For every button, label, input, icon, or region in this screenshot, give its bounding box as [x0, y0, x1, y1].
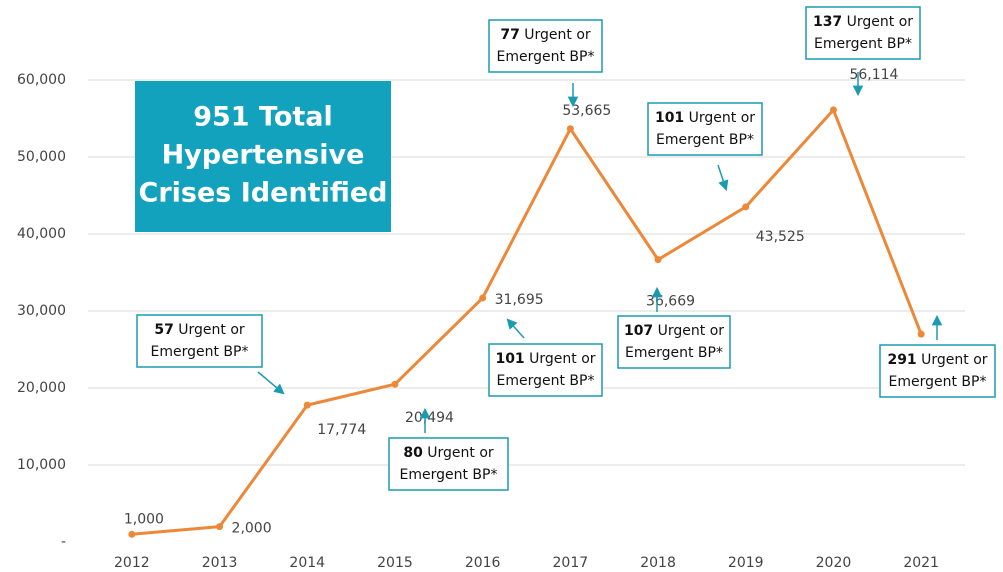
annotation-text: 101 Urgent or: [495, 351, 595, 367]
point: [216, 523, 224, 531]
x-tick-label: 2015: [377, 555, 413, 571]
annotation-count: 77: [500, 27, 519, 43]
annotation-line: Emergent BP*: [625, 345, 723, 361]
annotation-line: Urgent or: [658, 323, 725, 339]
value-label: 36,669: [646, 294, 695, 310]
callout-text: Crises Identified: [139, 178, 388, 209]
annotation-count: 101: [495, 351, 524, 367]
annotation-line: Urgent or: [178, 322, 245, 338]
y-tick-label: 50,000: [17, 149, 66, 165]
point: [566, 125, 574, 133]
annotation-arrow: [257, 371, 285, 395]
annotation-arrow: [717, 164, 729, 191]
point: [742, 203, 750, 211]
annotation-line: Emergent BP*: [151, 344, 249, 360]
annotation-count: 80: [403, 445, 423, 461]
annotation-box: [617, 315, 731, 369]
annotation-line: Emergent BP*: [814, 36, 912, 52]
annotation-text: 107 Urgent or: [624, 323, 724, 339]
x-tick-label: 2013: [202, 555, 238, 571]
y-tick-label: 30,000: [17, 303, 66, 319]
x-tick-label: 2018: [640, 555, 676, 571]
y-tick-label: 60,000: [17, 72, 66, 88]
annotation-arrow: [506, 318, 525, 339]
annotation-box: [488, 343, 603, 397]
value-label: 20,494: [405, 410, 454, 426]
annotation-text: 77 Urgent or: [500, 27, 591, 43]
y-tick-label: 20,000: [17, 380, 66, 396]
callout-box: [135, 81, 391, 232]
y-tick-label: 10,000: [17, 457, 66, 473]
annotation-box: [647, 102, 763, 156]
value-label: 17,774: [317, 422, 366, 438]
annotation-count: 137: [813, 14, 842, 30]
annotation-text: 57 Urgent or: [154, 322, 245, 338]
annotation-line: Emergent BP*: [497, 373, 595, 389]
annotation-line: Emergent BP*: [400, 467, 498, 483]
point: [391, 380, 399, 388]
point: [654, 256, 662, 264]
x-tick-label: 2021: [903, 555, 939, 571]
x-tick-label: 2014: [289, 555, 325, 571]
point: [917, 330, 925, 338]
annotation-count: 57: [154, 322, 173, 338]
x-tick-label: 2012: [114, 555, 150, 571]
annotation-box: [488, 19, 603, 73]
point: [479, 294, 487, 302]
line: [131, 108, 923, 536]
value-label: 56,114: [849, 67, 898, 83]
value-label: 31,695: [495, 292, 544, 308]
annotation-count: 291: [887, 352, 916, 368]
value-label: 1,000: [124, 511, 164, 527]
annotation-line: Urgent or: [524, 27, 591, 43]
annotation-text: 137 Urgent or: [813, 14, 913, 30]
x-tick-label: 2016: [465, 555, 501, 571]
x-tick-label: 2020: [816, 555, 852, 571]
point: [829, 106, 837, 114]
annotation-line: Urgent or: [921, 352, 988, 368]
value-label: 53,665: [562, 103, 611, 119]
annotation-line: Urgent or: [689, 110, 756, 126]
annotation-line: Urgent or: [529, 351, 596, 367]
point: [128, 530, 136, 538]
annotation-text: 101 Urgent or: [655, 110, 755, 126]
point: [303, 401, 311, 409]
annotation-line: Emergent BP*: [656, 132, 754, 148]
annotation-line: Urgent or: [847, 14, 914, 30]
annotation-box: [805, 6, 921, 60]
value-label: 2,000: [232, 521, 272, 537]
annotation-line: Urgent or: [427, 445, 494, 461]
annotation-box: [388, 437, 509, 491]
value-label: 43,525: [756, 229, 805, 245]
y-tick-label: -: [61, 534, 66, 550]
x-tick-label: 2019: [728, 555, 764, 571]
annotation-line: Emergent BP*: [889, 374, 987, 390]
annotation-count: 107: [624, 323, 653, 339]
annotation-box: [136, 314, 263, 368]
y-tick-label: 40,000: [17, 226, 66, 242]
annotation-text: 291 Urgent or: [887, 352, 987, 368]
x-tick-label: 2017: [553, 555, 589, 571]
annotation-box: [879, 344, 996, 398]
callout-text: Hypertensive: [162, 140, 365, 171]
annotation-line: Emergent BP*: [497, 49, 595, 65]
callout-text: 951 Total: [193, 102, 333, 133]
annotation-text: 80 Urgent or: [403, 445, 494, 461]
annotation-count: 101: [655, 110, 684, 126]
